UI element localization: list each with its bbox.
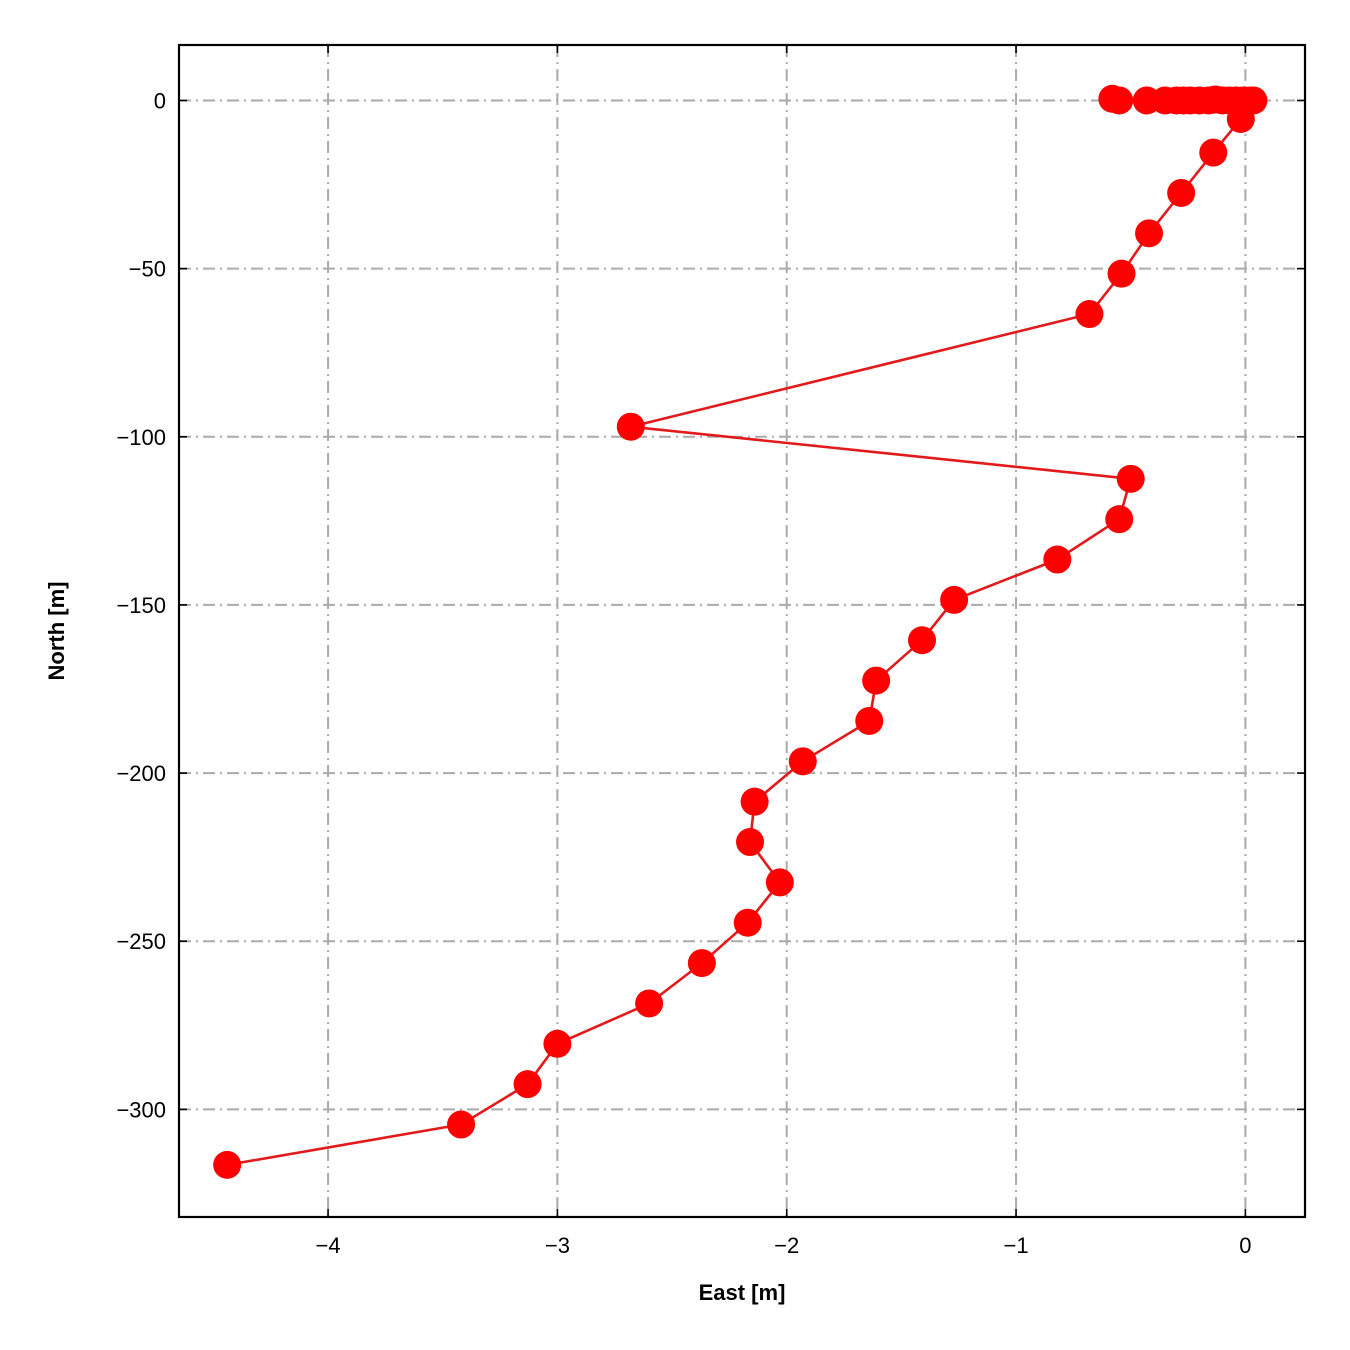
x-tick-label: −1 <box>1003 1233 1028 1258</box>
x-tick-label: −4 <box>316 1233 341 1258</box>
data-point <box>765 868 794 897</box>
data-point <box>635 989 664 1018</box>
data-point <box>1075 300 1104 329</box>
data-point <box>687 949 716 978</box>
data-series <box>213 84 1268 1179</box>
data-point <box>543 1029 572 1058</box>
data-point <box>513 1070 542 1099</box>
data-point <box>1105 86 1134 115</box>
data-point <box>940 585 969 614</box>
x-tick-label: −3 <box>545 1233 570 1258</box>
y-tick-label: −100 <box>116 425 166 450</box>
y-tick-label: −150 <box>116 593 166 618</box>
data-point <box>616 412 645 441</box>
y-tick-label: 0 <box>154 88 166 113</box>
data-point <box>1043 545 1072 574</box>
data-point <box>1105 505 1134 534</box>
data-point <box>1167 178 1196 207</box>
data-point <box>1226 104 1255 133</box>
data-point <box>447 1110 476 1139</box>
data-point <box>213 1150 242 1179</box>
data-point <box>733 908 762 937</box>
data-point <box>736 828 765 857</box>
x-tick-label: −2 <box>774 1233 799 1258</box>
y-tick-label: −200 <box>116 761 166 786</box>
y-tick-label: −300 <box>116 1097 166 1122</box>
data-point <box>1116 464 1145 493</box>
data-point <box>1199 138 1228 167</box>
y-tick-label: −250 <box>116 929 166 954</box>
plot-frame <box>177 43 1307 1219</box>
data-point <box>1107 259 1136 288</box>
y-axis-label: North [m] <box>44 582 69 681</box>
data-point <box>740 787 769 816</box>
data-point <box>855 706 884 735</box>
data-point <box>788 747 817 776</box>
x-axis-label: East [m] <box>699 1280 786 1305</box>
data-point <box>908 626 937 655</box>
data-point <box>1135 219 1164 248</box>
x-tick-label: 0 <box>1239 1233 1251 1258</box>
axis-ticks: −4 −3 −2 −1 00−50−100−150−200−250−300 <box>116 45 1305 1258</box>
y-tick-label: −50 <box>129 257 166 282</box>
data-point <box>862 666 891 695</box>
